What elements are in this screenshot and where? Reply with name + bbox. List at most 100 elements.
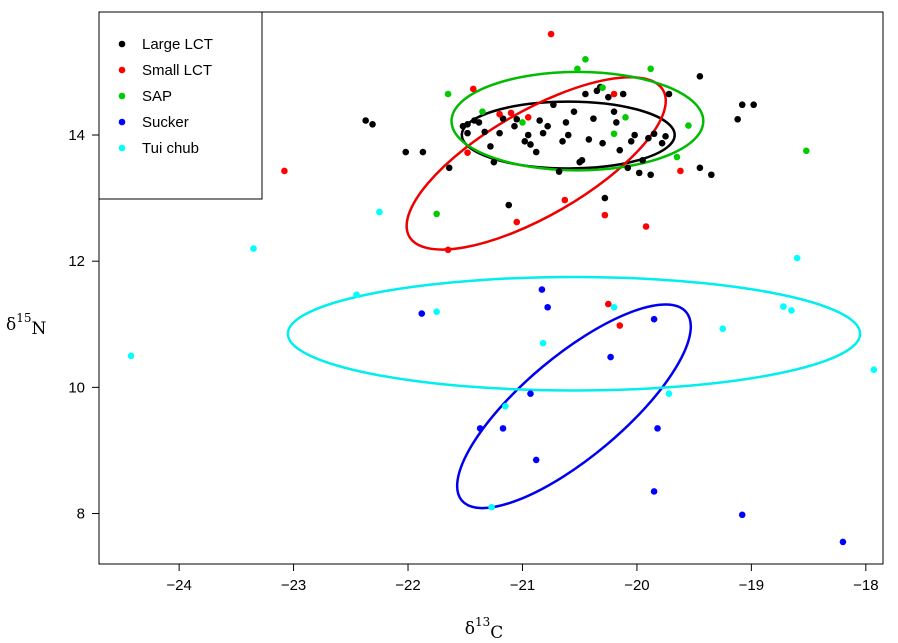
- x-tick-label-6: −18: [853, 577, 878, 594]
- point-s1-5: [507, 109, 515, 117]
- point-s2-10: [673, 153, 681, 161]
- legend: Large LCT Small LCT SAP Sucker Tui chub: [98, 11, 263, 200]
- point-s0-61: [750, 101, 757, 109]
- point-s0-45: [624, 164, 632, 172]
- point-s1-8: [547, 30, 555, 38]
- point-layer: [127, 30, 878, 546]
- point-s0-47: [631, 131, 638, 139]
- point-s0-46: [627, 138, 635, 145]
- point-s3-6: [544, 303, 551, 311]
- y-tick-label-0: 8: [77, 506, 85, 523]
- point-s1-0: [281, 167, 288, 175]
- point-s0-26: [555, 168, 563, 175]
- point-s2-3: [519, 119, 526, 126]
- point-s0-48: [635, 169, 643, 177]
- ellipse-0: [460, 100, 676, 170]
- point-s0-12: [490, 158, 498, 166]
- point-s1-2: [464, 149, 471, 156]
- y-tick-label-2: 12: [68, 253, 85, 270]
- point-s0-10: [481, 128, 489, 136]
- point-s2-2: [479, 108, 486, 115]
- point-s0-60: [738, 101, 746, 109]
- point-s0-19: [524, 131, 532, 139]
- point-s0-23: [539, 129, 547, 137]
- point-s0-16: [511, 122, 518, 130]
- point-s2-1: [444, 90, 452, 98]
- point-s1-1: [444, 246, 452, 254]
- point-s3-11: [738, 511, 746, 519]
- point-s4-6: [502, 402, 509, 410]
- point-s0-9: [475, 119, 483, 126]
- point-s3-9: [654, 425, 661, 432]
- point-s0-0: [362, 117, 369, 124]
- point-s0-29: [564, 131, 572, 139]
- legend-marker-4: [118, 144, 126, 152]
- point-s0-59: [734, 115, 741, 123]
- point-s1-11: [610, 90, 618, 98]
- point-s0-24: [544, 122, 551, 130]
- point-s3-10: [650, 488, 658, 495]
- point-s0-22: [536, 117, 543, 124]
- ellipse-1: [405, 76, 668, 251]
- point-s0-39: [601, 194, 609, 202]
- point-s0-32: [578, 156, 586, 164]
- point-s0-52: [650, 130, 658, 138]
- point-s0-25: [550, 101, 557, 109]
- point-s4-0: [127, 352, 135, 360]
- point-s4-7: [539, 339, 547, 347]
- legend-label-1: Small LCT: [142, 62, 212, 79]
- y-axis-title-sub: N: [32, 319, 47, 339]
- y-tick-label-3: 14: [68, 127, 85, 144]
- legend-marker-3: [118, 118, 126, 126]
- point-s0-27: [559, 138, 566, 145]
- x-axis-title-base: δ: [465, 619, 475, 639]
- y-axis: 8 10 12 14: [68, 127, 100, 523]
- point-s2-6: [599, 84, 606, 92]
- x-axis-title-sub: C: [490, 623, 503, 643]
- legend-box: [98, 11, 263, 200]
- y-axis-title-sup: 15: [16, 311, 31, 325]
- point-s0-2: [402, 148, 410, 156]
- point-s3-0: [418, 310, 426, 317]
- x-tick-label-0: −24: [166, 577, 191, 594]
- point-s4-9: [665, 390, 673, 397]
- point-s3-5: [538, 286, 546, 293]
- point-s0-49: [639, 156, 646, 164]
- x-axis-title-sup: 13: [475, 615, 490, 629]
- ellipse-layer: [286, 70, 862, 510]
- point-s0-30: [570, 108, 578, 115]
- point-s0-13: [496, 129, 503, 137]
- legend-marker-2: [118, 92, 126, 100]
- y-tick-label-1: 10: [68, 379, 85, 396]
- point-s0-42: [613, 119, 620, 126]
- point-s1-4: [496, 110, 503, 118]
- point-s0-44: [619, 90, 627, 98]
- point-s0-15: [505, 201, 513, 209]
- y-axis-title-base: δ: [6, 315, 16, 335]
- point-s0-38: [599, 139, 606, 147]
- point-s2-8: [622, 114, 629, 121]
- legend-label-4: Tui chub: [142, 140, 199, 157]
- y-axis-title: δ15N: [6, 311, 47, 339]
- point-s0-57: [696, 164, 704, 172]
- point-s2-0: [433, 210, 440, 218]
- x-tick-label-3: −21: [510, 577, 535, 594]
- point-s0-7: [464, 129, 471, 137]
- point-s1-14: [642, 223, 650, 230]
- point-s2-7: [610, 130, 618, 138]
- x-axis-title: δ13C: [465, 615, 504, 643]
- point-s0-55: [665, 90, 673, 98]
- point-s0-50: [645, 134, 652, 142]
- ellipse-3: [455, 303, 693, 510]
- legend-label-0: Large LCT: [142, 36, 213, 53]
- point-s0-53: [658, 139, 666, 147]
- point-s0-3: [419, 148, 427, 156]
- point-s0-28: [562, 119, 570, 126]
- point-s0-40: [605, 93, 612, 101]
- point-s3-4: [532, 456, 540, 464]
- point-s0-43: [616, 146, 624, 154]
- point-s3-3: [527, 390, 534, 397]
- point-s1-6: [513, 218, 521, 226]
- legend-marker-1: [118, 66, 126, 74]
